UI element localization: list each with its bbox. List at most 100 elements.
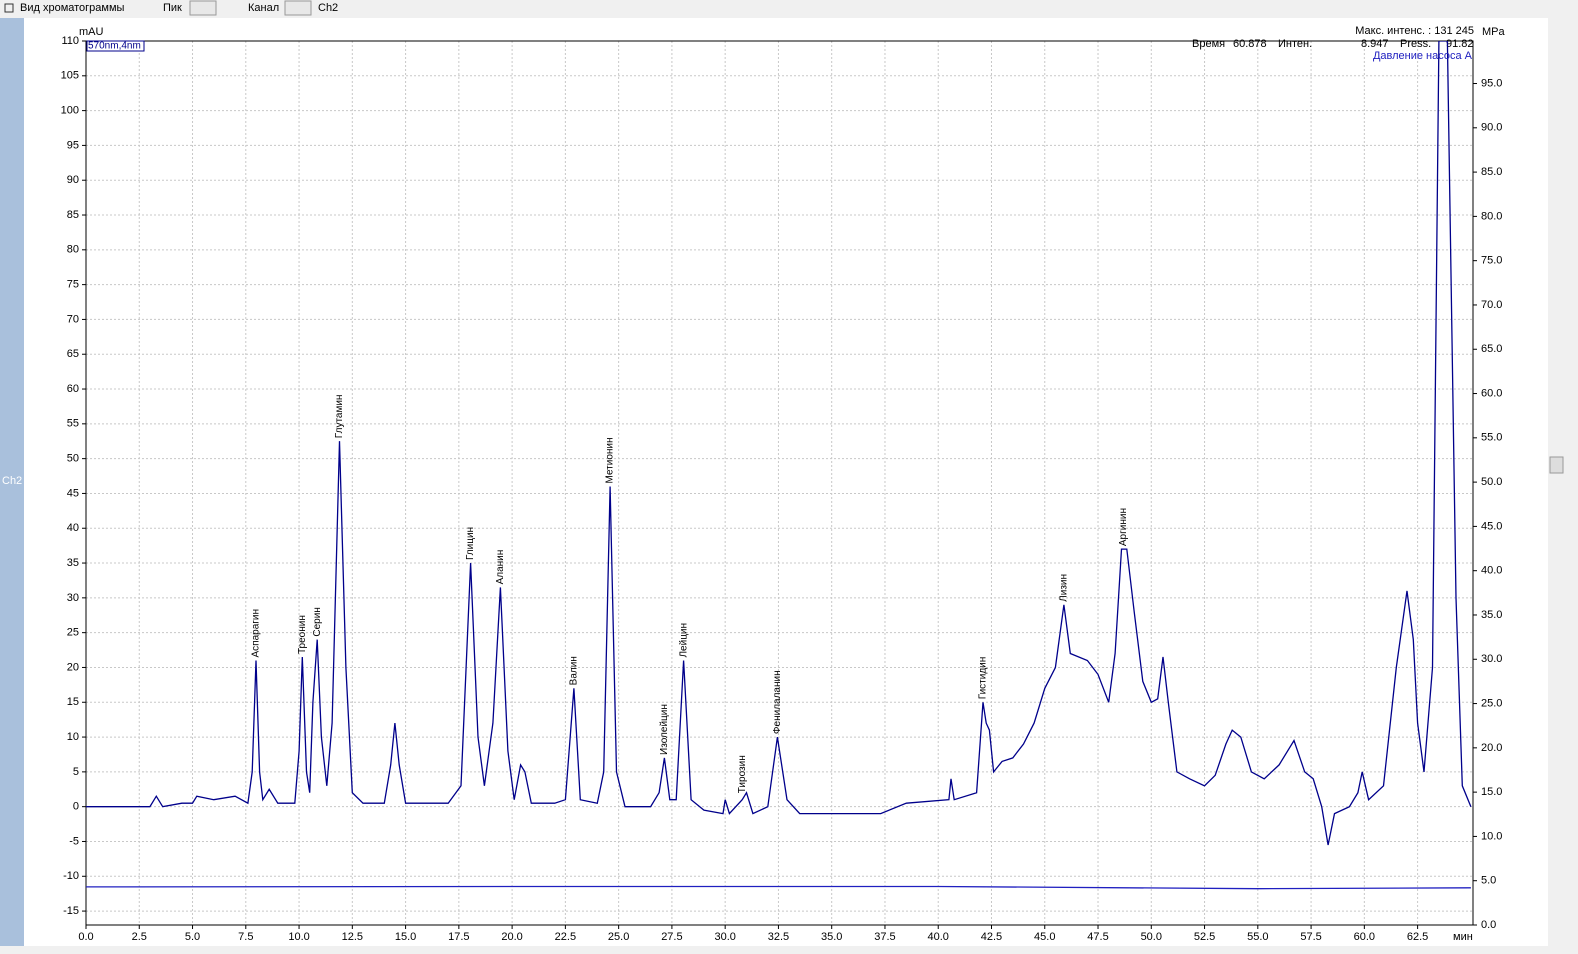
y2-tick-label: 30.0 <box>1481 653 1502 665</box>
y-tick-label: 50 <box>67 453 79 465</box>
peak-label: Треонин <box>297 615 308 654</box>
y-tick-label: 55 <box>67 418 79 430</box>
channel-label: Канал <box>248 2 279 14</box>
plot-frame <box>85 40 1474 926</box>
x-tick-label: 55.0 <box>1247 931 1268 943</box>
peak-label: Лейцин <box>678 623 689 658</box>
window-title: Вид хроматограммы <box>20 2 125 14</box>
peak-label: Глутамин <box>334 395 345 439</box>
scrollbar[interactable] <box>1548 18 1566 946</box>
info-press: 91.82 <box>1446 38 1474 50</box>
x-tick-label: 12.5 <box>342 931 363 943</box>
y2-tick-label: 20.0 <box>1481 742 1502 754</box>
y2-tick-label: 10.0 <box>1481 830 1502 842</box>
y-tick-label: 45 <box>67 487 79 499</box>
y2-tick-label: 65.0 <box>1481 343 1502 355</box>
y-tick-label: 15 <box>67 696 79 708</box>
x-tick-label: 22.5 <box>555 931 576 943</box>
x-tick-label: 32.5 <box>768 931 789 943</box>
legend-entry: Давление насоса A <box>1373 50 1473 62</box>
x-tick-label: 2.5 <box>132 931 147 943</box>
toolbar <box>0 0 1578 18</box>
x-tick-label: 60.0 <box>1354 931 1375 943</box>
y2-tick-label: 5.0 <box>1481 875 1496 887</box>
side-tab[interactable] <box>0 18 24 946</box>
x-tick-label: 45.0 <box>1034 931 1055 943</box>
x-tick-label: 5.0 <box>185 931 200 943</box>
peak-label: Фенилаланин <box>772 670 783 734</box>
y-tick-label: 40 <box>67 522 79 534</box>
peak-label: Глицин <box>465 527 476 560</box>
peak-label: Лизин <box>1059 574 1070 602</box>
info-press-label: Press. <box>1400 38 1431 50</box>
y2-tick-label: 85.0 <box>1481 166 1502 178</box>
x-tick-label: 57.5 <box>1300 931 1321 943</box>
x-tick-label: 50.0 <box>1141 931 1162 943</box>
x-tick-label: 42.5 <box>981 931 1002 943</box>
y-tick-label: 30 <box>67 592 79 604</box>
y-tick-label: 0 <box>73 801 79 813</box>
y2-tick-label: 50.0 <box>1481 476 1502 488</box>
plot <box>86 41 1472 890</box>
side-label: Ch2 <box>2 475 22 487</box>
channel-box <box>86 40 145 52</box>
y-tick-label: 105 <box>61 70 79 82</box>
y2-tick-label: 70.0 <box>1481 299 1502 311</box>
y-tick-label: 35 <box>67 557 79 569</box>
y-tick-label: -10 <box>63 870 79 882</box>
y-tick-label: 85 <box>67 209 79 221</box>
x-tick-label: 25.0 <box>608 931 629 943</box>
y2-tick-label: 90.0 <box>1481 122 1502 134</box>
peak-label: Валин <box>569 656 580 685</box>
peak-label: Метионин <box>605 437 616 483</box>
series-line <box>86 41 1472 846</box>
info-intensity-label: Интен. <box>1278 38 1312 50</box>
y-tick-label: 70 <box>67 313 79 325</box>
x-tick-label: 35.0 <box>821 931 842 943</box>
y-tick-label: 25 <box>67 627 79 639</box>
x-axis-label: мин <box>1453 931 1473 943</box>
y-tick-label: 110 <box>61 35 79 47</box>
info-intensity: 8.947 <box>1361 38 1389 50</box>
channel-label: 570nm,4nm <box>88 41 141 52</box>
y2-tick-label: 40.0 <box>1481 565 1502 577</box>
y2-tick-label: 15.0 <box>1481 786 1502 798</box>
y2-tick-label: 35.0 <box>1481 609 1502 621</box>
y-tick-label: 65 <box>67 348 79 360</box>
y-tick-label: 80 <box>67 244 79 256</box>
window-icon <box>4 3 14 13</box>
y2-tick-label: 80.0 <box>1481 210 1502 222</box>
y-axis-label: mAU <box>79 26 104 38</box>
x-tick-label: 10.0 <box>288 931 309 943</box>
y2-tick-label: 45.0 <box>1481 520 1502 532</box>
y-tick-label: 75 <box>67 279 79 291</box>
x-tick-label: 17.5 <box>448 931 469 943</box>
y2-tick-label: 55.0 <box>1481 432 1502 444</box>
y-tick-label: 100 <box>61 105 79 117</box>
series-line <box>86 885 1471 890</box>
x-tick-label: 47.5 <box>1087 931 1108 943</box>
chart: 0.0 2.5 5.0 7.5 10.0 12.5 15.0 17.5 20.0 22.5 25.0… <box>61 25 1506 943</box>
x-tick-label: 7.5 <box>238 931 253 943</box>
y2-tick-label: 60.0 <box>1481 387 1502 399</box>
y-tick-label: 95 <box>67 139 79 151</box>
info-time-label: Время <box>1192 38 1225 50</box>
info-time: 60.878 <box>1233 38 1267 50</box>
peak-nav[interactable] <box>189 0 217 16</box>
y2-tick-label: 95.0 <box>1481 77 1502 89</box>
scroll-thumb[interactable] <box>1549 456 1564 474</box>
x-tick-label: 15.0 <box>395 931 416 943</box>
max-intensity: Макс. интенс. : 131 245 <box>1355 25 1474 37</box>
y2-tick-label: 0.0 <box>1481 919 1496 931</box>
peak-label: Аланин <box>495 550 506 585</box>
channel-nav[interactable] <box>284 0 312 16</box>
y2-tick-label: 75.0 <box>1481 255 1502 267</box>
channel-value: Ch2 <box>318 2 338 14</box>
x-tick-label: 30.0 <box>714 931 735 943</box>
x-tick-label: 20.0 <box>501 931 522 943</box>
y2-tick-label: 25.0 <box>1481 697 1502 709</box>
y-tick-label: 90 <box>67 174 79 186</box>
peak-label: Серин <box>312 607 323 636</box>
